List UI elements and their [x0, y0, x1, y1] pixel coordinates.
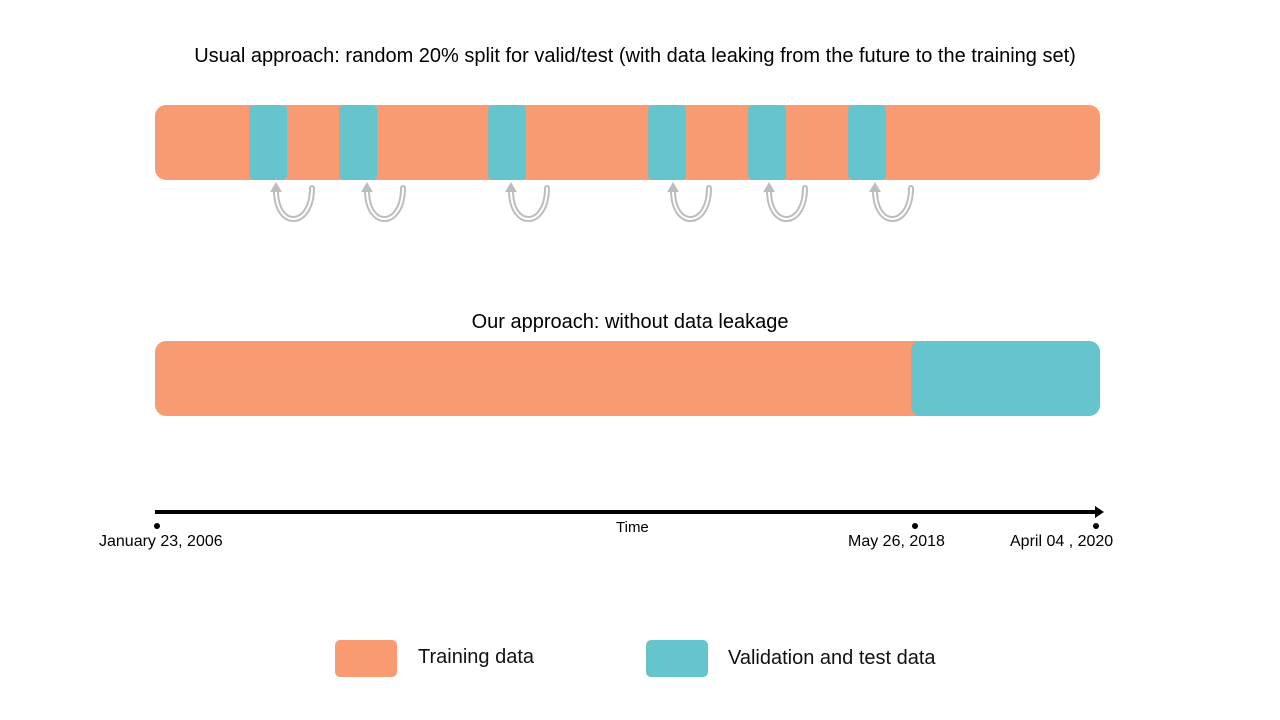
usual-validation-block-4 — [648, 105, 686, 180]
start-date-label: January 23, 2006 — [99, 533, 223, 550]
end-date-label: April 04 , 2020 — [1010, 533, 1114, 550]
our-split-bar — [155, 341, 1100, 416]
usual-split-bar — [155, 105, 1100, 180]
legend-validation-swatch — [646, 640, 708, 677]
legend-validation-label: Validation and test data — [728, 647, 936, 669]
usual-validation-block-5 — [748, 105, 786, 180]
our-validation-segment — [911, 341, 1100, 416]
legend-training-label: Training data — [418, 646, 534, 668]
leak-arrow-icon — [763, 182, 808, 222]
leak-arrow-icon — [869, 182, 914, 222]
leak-arrow-icon — [270, 182, 315, 222]
time-axis — [154, 506, 1104, 529]
our-approach-title: Our approach: without data leakage — [471, 311, 789, 333]
split-date-label: May 26, 2018 — [848, 533, 945, 550]
usual-validation-block-1 — [249, 105, 287, 180]
usual-training-segment — [155, 105, 1100, 180]
time-axis-label: Time — [616, 519, 649, 536]
usual-validation-block-3 — [488, 105, 526, 180]
leak-arrow-icon — [361, 182, 406, 222]
usual-validation-block-6 — [848, 105, 886, 180]
timeline-split-dot — [912, 523, 918, 529]
legend-training-swatch — [335, 640, 397, 677]
timeline-start-dot — [154, 523, 160, 529]
leak-arrow-icon — [505, 182, 550, 222]
leak-arrow-icon — [667, 182, 712, 222]
usual-approach-title: Usual approach: random 20% split for val… — [194, 45, 1076, 67]
usual-validation-block-2 — [339, 105, 377, 180]
timeline-end-dot — [1093, 523, 1099, 529]
